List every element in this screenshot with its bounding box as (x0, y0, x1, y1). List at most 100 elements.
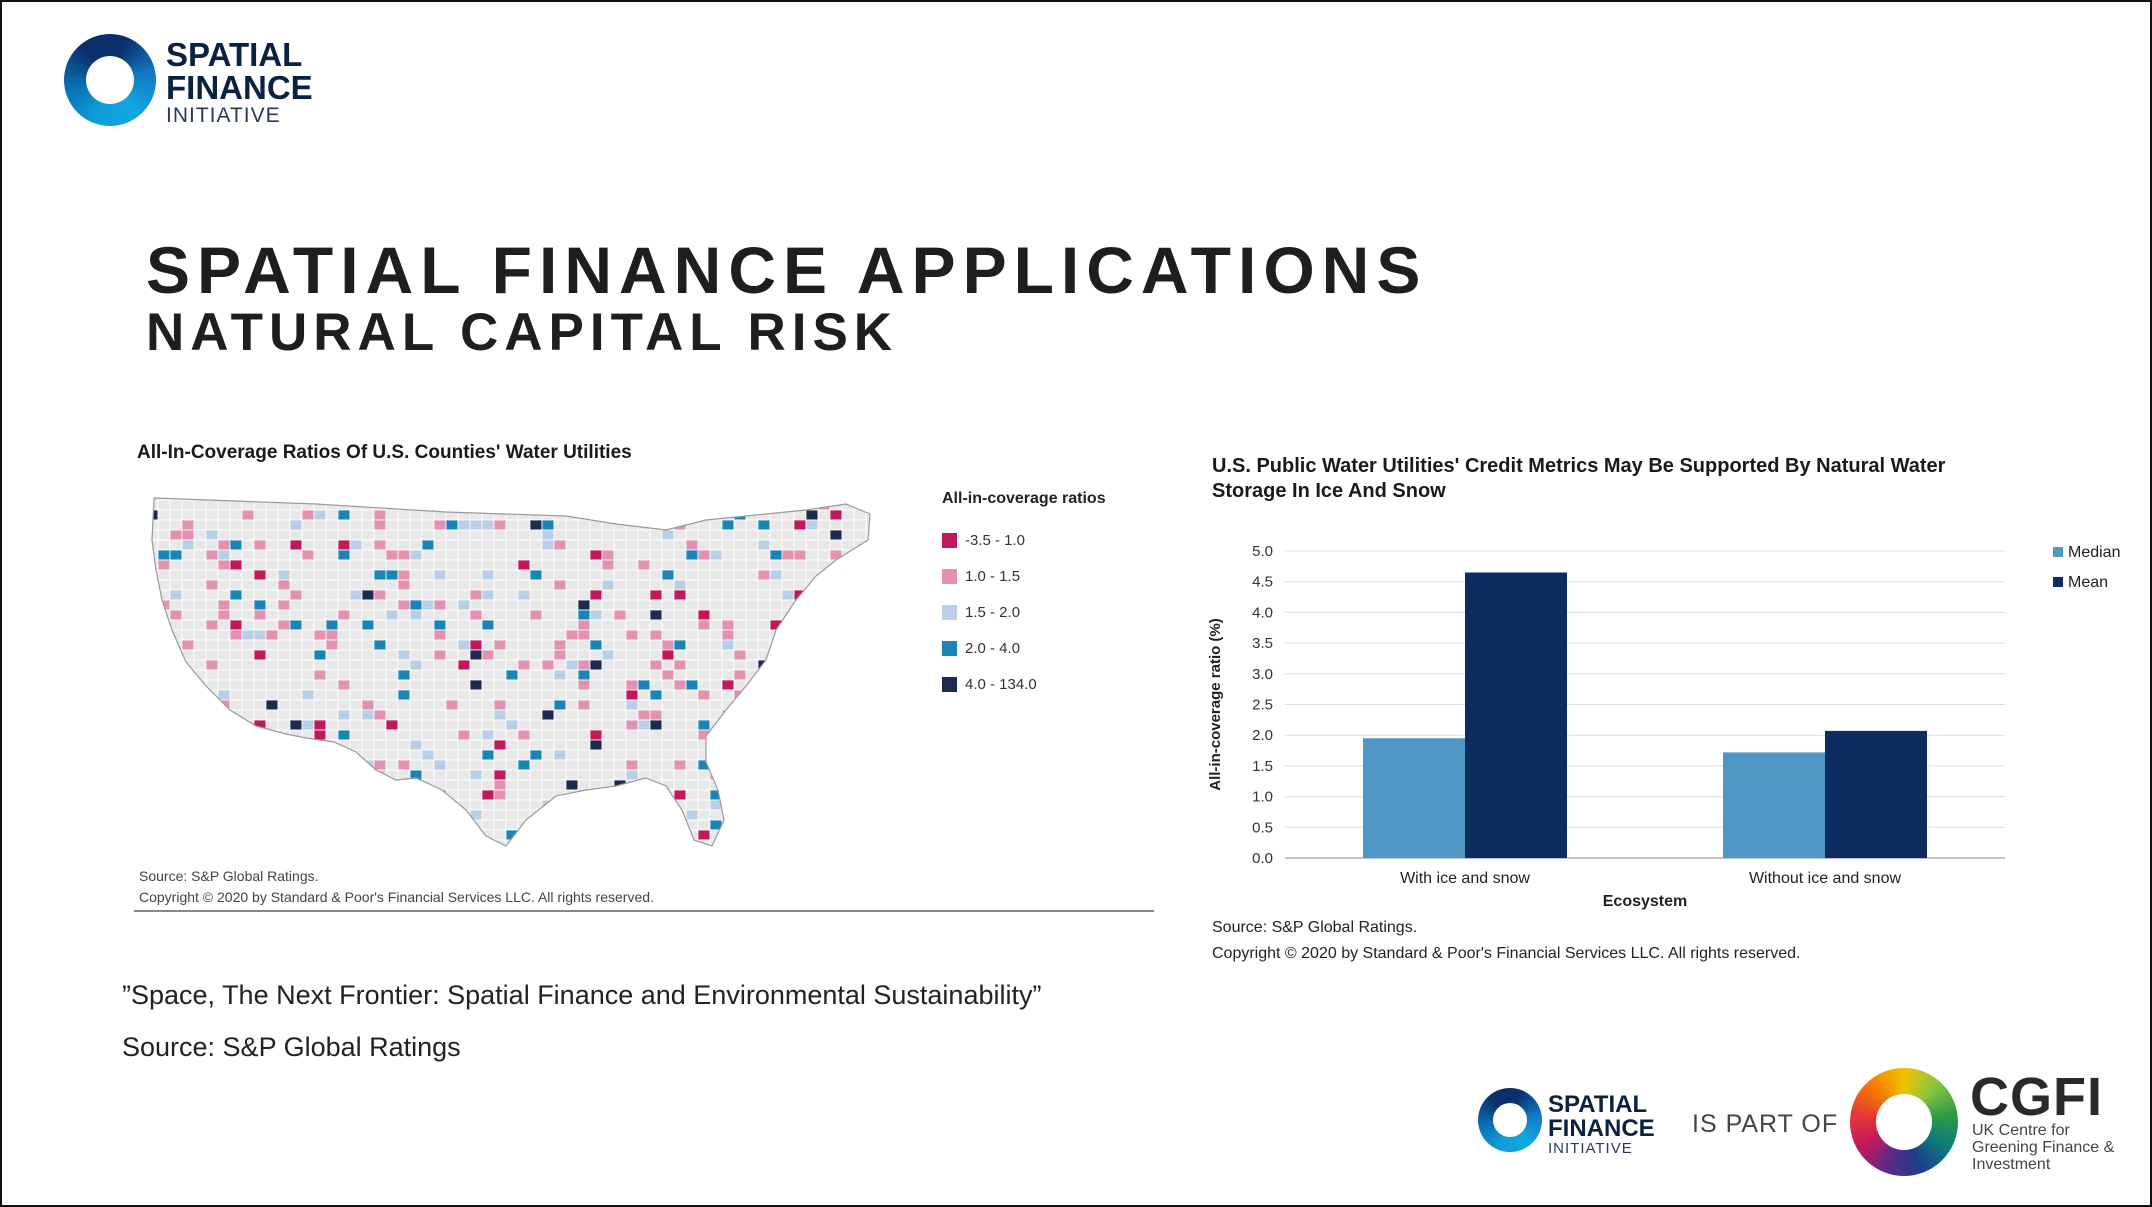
county-cell (301, 819, 315, 831)
county-cell (589, 829, 603, 841)
county-cell (721, 619, 735, 631)
county-cell (673, 549, 687, 561)
county-cell (433, 669, 447, 681)
county-cell (841, 639, 855, 651)
county-cell (157, 669, 171, 681)
county-cell (517, 839, 531, 846)
county-cell (457, 739, 471, 751)
county-cell (385, 649, 399, 661)
county-cell (865, 679, 870, 691)
county-cell (769, 789, 783, 801)
county-cell (637, 649, 651, 661)
county-cell (253, 498, 267, 501)
county-cell (349, 629, 363, 641)
county-cell (577, 629, 591, 641)
county-cell (421, 649, 435, 661)
county-cell (781, 699, 795, 711)
county-cell (805, 779, 819, 791)
county-cell (157, 729, 171, 741)
county-cell (709, 669, 723, 681)
county-cell (421, 689, 435, 701)
county-cell (505, 779, 519, 791)
county-cell (277, 839, 291, 846)
county-cell (493, 619, 507, 631)
county-cell (841, 519, 855, 531)
county-cell (301, 679, 315, 691)
county-cell (361, 659, 375, 671)
county-cell (337, 509, 351, 521)
county-cell (565, 499, 579, 511)
county-cell (577, 639, 591, 651)
county-cell (457, 719, 471, 731)
county-cell (781, 519, 795, 531)
county-cell (421, 599, 435, 611)
county-cell (265, 539, 279, 551)
county-cell (661, 739, 675, 751)
county-cell (661, 649, 675, 661)
county-cell (241, 689, 255, 701)
county-cell (721, 649, 735, 661)
county-cell (517, 499, 531, 511)
county-cell (661, 569, 675, 581)
county-cell (469, 789, 483, 801)
county-cell (589, 499, 603, 511)
county-cell (553, 839, 567, 846)
county-cell (565, 569, 579, 581)
county-cell (613, 498, 627, 501)
county-cell (709, 649, 723, 661)
county-cell (661, 799, 675, 811)
county-cell (649, 659, 663, 671)
county-cell (169, 539, 183, 551)
county-cell (649, 669, 663, 681)
county-cell (193, 789, 207, 801)
county-cell (253, 549, 267, 561)
county-cell (878, 540, 886, 550)
county-cell (553, 609, 567, 621)
county-cell (637, 679, 651, 691)
county-cell (589, 619, 603, 631)
county-cell (613, 589, 627, 601)
county-cell (625, 799, 639, 811)
county-cell (433, 739, 447, 751)
county-cell (493, 559, 507, 571)
county-cell (517, 519, 531, 531)
county-cell (457, 769, 471, 781)
county-cell (301, 649, 315, 661)
county-cell (301, 829, 315, 841)
county-cell (745, 629, 759, 641)
county-cell (289, 669, 303, 681)
county-cell (169, 719, 183, 731)
county-cell (157, 689, 171, 701)
county-cell (769, 599, 783, 611)
county-cell (409, 669, 423, 681)
county-cell (181, 589, 195, 601)
county-cell (205, 659, 219, 671)
county-cell (733, 839, 747, 846)
county-cell (745, 839, 759, 846)
county-cell (181, 519, 195, 531)
county-cell (349, 669, 363, 681)
county-cell (481, 729, 495, 741)
county-cell (229, 539, 243, 551)
county-cell (469, 729, 483, 741)
county-cell (589, 639, 603, 651)
county-cell (673, 498, 687, 501)
county-cell (169, 679, 183, 691)
county-cell (421, 729, 435, 741)
county-cell (781, 689, 795, 701)
county-cell (217, 829, 231, 841)
county-cell (409, 569, 423, 581)
county-cell (457, 829, 471, 841)
county-cell (565, 589, 579, 601)
county-cell (841, 659, 855, 671)
county-cell (517, 779, 531, 791)
county-cell (229, 579, 243, 591)
county-cell (193, 769, 207, 781)
county-cell (757, 809, 771, 821)
county-cell (289, 599, 303, 611)
county-cell (685, 639, 699, 651)
county-cell (325, 629, 339, 641)
county-cell (152, 709, 159, 721)
legend-swatch (942, 676, 957, 692)
county-cell (829, 749, 843, 761)
